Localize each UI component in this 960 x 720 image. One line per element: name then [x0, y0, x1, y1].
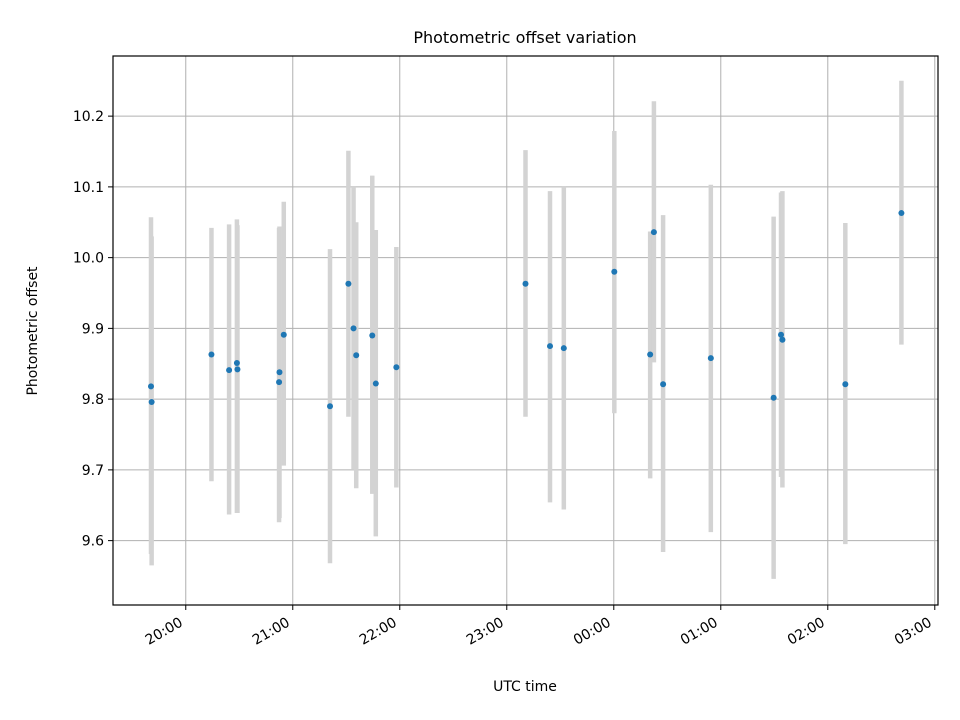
data-point — [233, 360, 240, 367]
data-point — [327, 403, 334, 410]
y-axis-label: Photometric offset — [25, 266, 41, 396]
chart-title: Photometric offset variation — [413, 28, 636, 47]
data-point — [350, 325, 357, 332]
data-point — [650, 229, 657, 236]
data-point — [898, 210, 905, 217]
y-axis-ticks: 9.6 9.7 9.8 9.9 10.0 10.1 10.2 — [73, 109, 113, 550]
data-point — [226, 367, 233, 374]
data-point — [276, 379, 283, 386]
data-points — [147, 210, 905, 410]
data-point — [707, 355, 714, 362]
y-tick-label: 9.9 — [82, 321, 104, 337]
y-tick-label: 10.0 — [73, 251, 104, 267]
data-point — [660, 381, 667, 388]
y-tick-label: 9.8 — [82, 392, 104, 408]
data-point — [547, 343, 554, 350]
data-point — [779, 336, 786, 343]
data-point — [770, 394, 777, 401]
y-tick-label: 10.1 — [73, 180, 104, 196]
data-point — [148, 398, 155, 405]
data-point — [369, 332, 376, 339]
data-point — [647, 351, 654, 358]
data-point — [842, 381, 849, 388]
data-point — [147, 383, 154, 390]
data-point — [778, 331, 785, 338]
data-point — [522, 280, 529, 287]
data-point — [208, 351, 215, 358]
data-point — [280, 331, 287, 338]
y-tick-label: 9.7 — [82, 463, 104, 479]
y-tick-label: 10.2 — [73, 109, 104, 125]
y-tick-label: 9.6 — [82, 534, 104, 550]
data-point — [345, 280, 352, 287]
x-axis-label: UTC time — [493, 679, 557, 695]
data-point — [393, 364, 400, 371]
data-point — [560, 345, 567, 352]
data-point — [372, 380, 379, 387]
plot-frame — [112, 55, 939, 606]
data-point — [353, 352, 360, 359]
data-point — [611, 268, 618, 275]
data-point — [276, 369, 283, 376]
data-point — [234, 366, 241, 373]
